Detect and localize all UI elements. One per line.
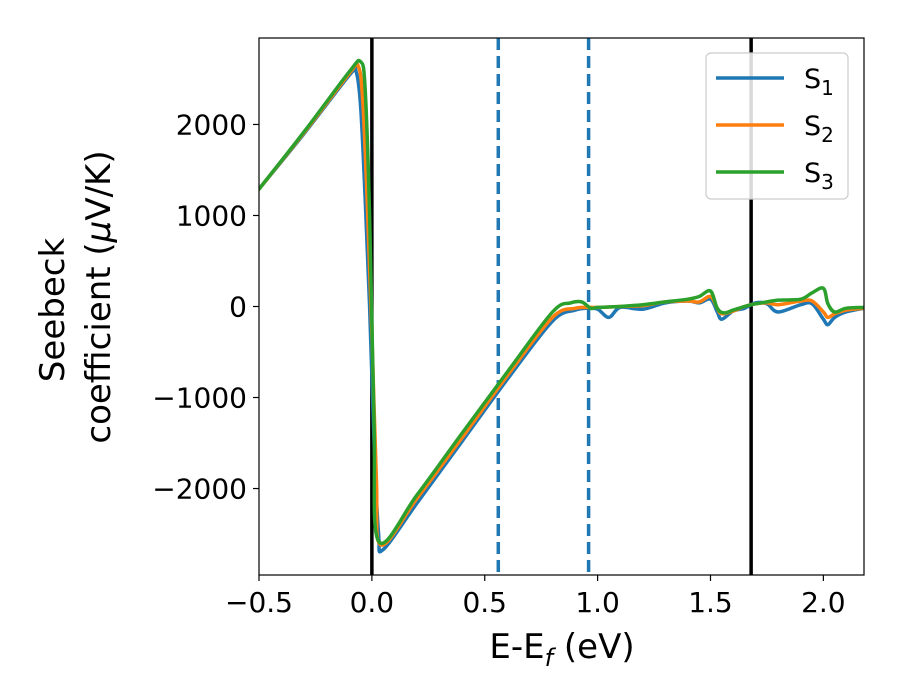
legend-label-S1: S1 [804,64,834,100]
x-tick-label: 1.5 [688,586,733,619]
y-tick-label: 2000 [176,108,247,141]
y-tick-label: 0 [229,291,247,324]
legend: S1 S2 S3 [705,52,849,200]
series-lines [259,58,864,554]
legend-label-S2: S2 [804,111,834,147]
x-axis-label: E-Ef (eV) [489,627,634,672]
y-axis-label-line2: coefficient (μV/K) [79,150,119,443]
x-axis-ticks: −0.5 0.0 0.5 1.0 1.5 2.0 [225,575,846,619]
y-tick-label: −2000 [152,473,247,506]
x-tick-label: 2.0 [801,586,846,619]
series-line-S3 [259,58,864,546]
x-tick-label: −0.5 [225,586,293,619]
x-tick-label: 0.5 [462,586,507,619]
reference-lines [370,38,753,575]
y-axis-ticks: −2000 −1000 0 1000 2000 [152,108,259,506]
y-axis-label-line1: Seebeck [33,238,73,383]
y-tick-label: 1000 [176,199,247,232]
x-tick-label: 0.0 [350,586,395,619]
legend-label-S3: S3 [804,158,834,194]
x-tick-label: 1.0 [575,586,620,619]
y-tick-label: −1000 [152,382,247,415]
